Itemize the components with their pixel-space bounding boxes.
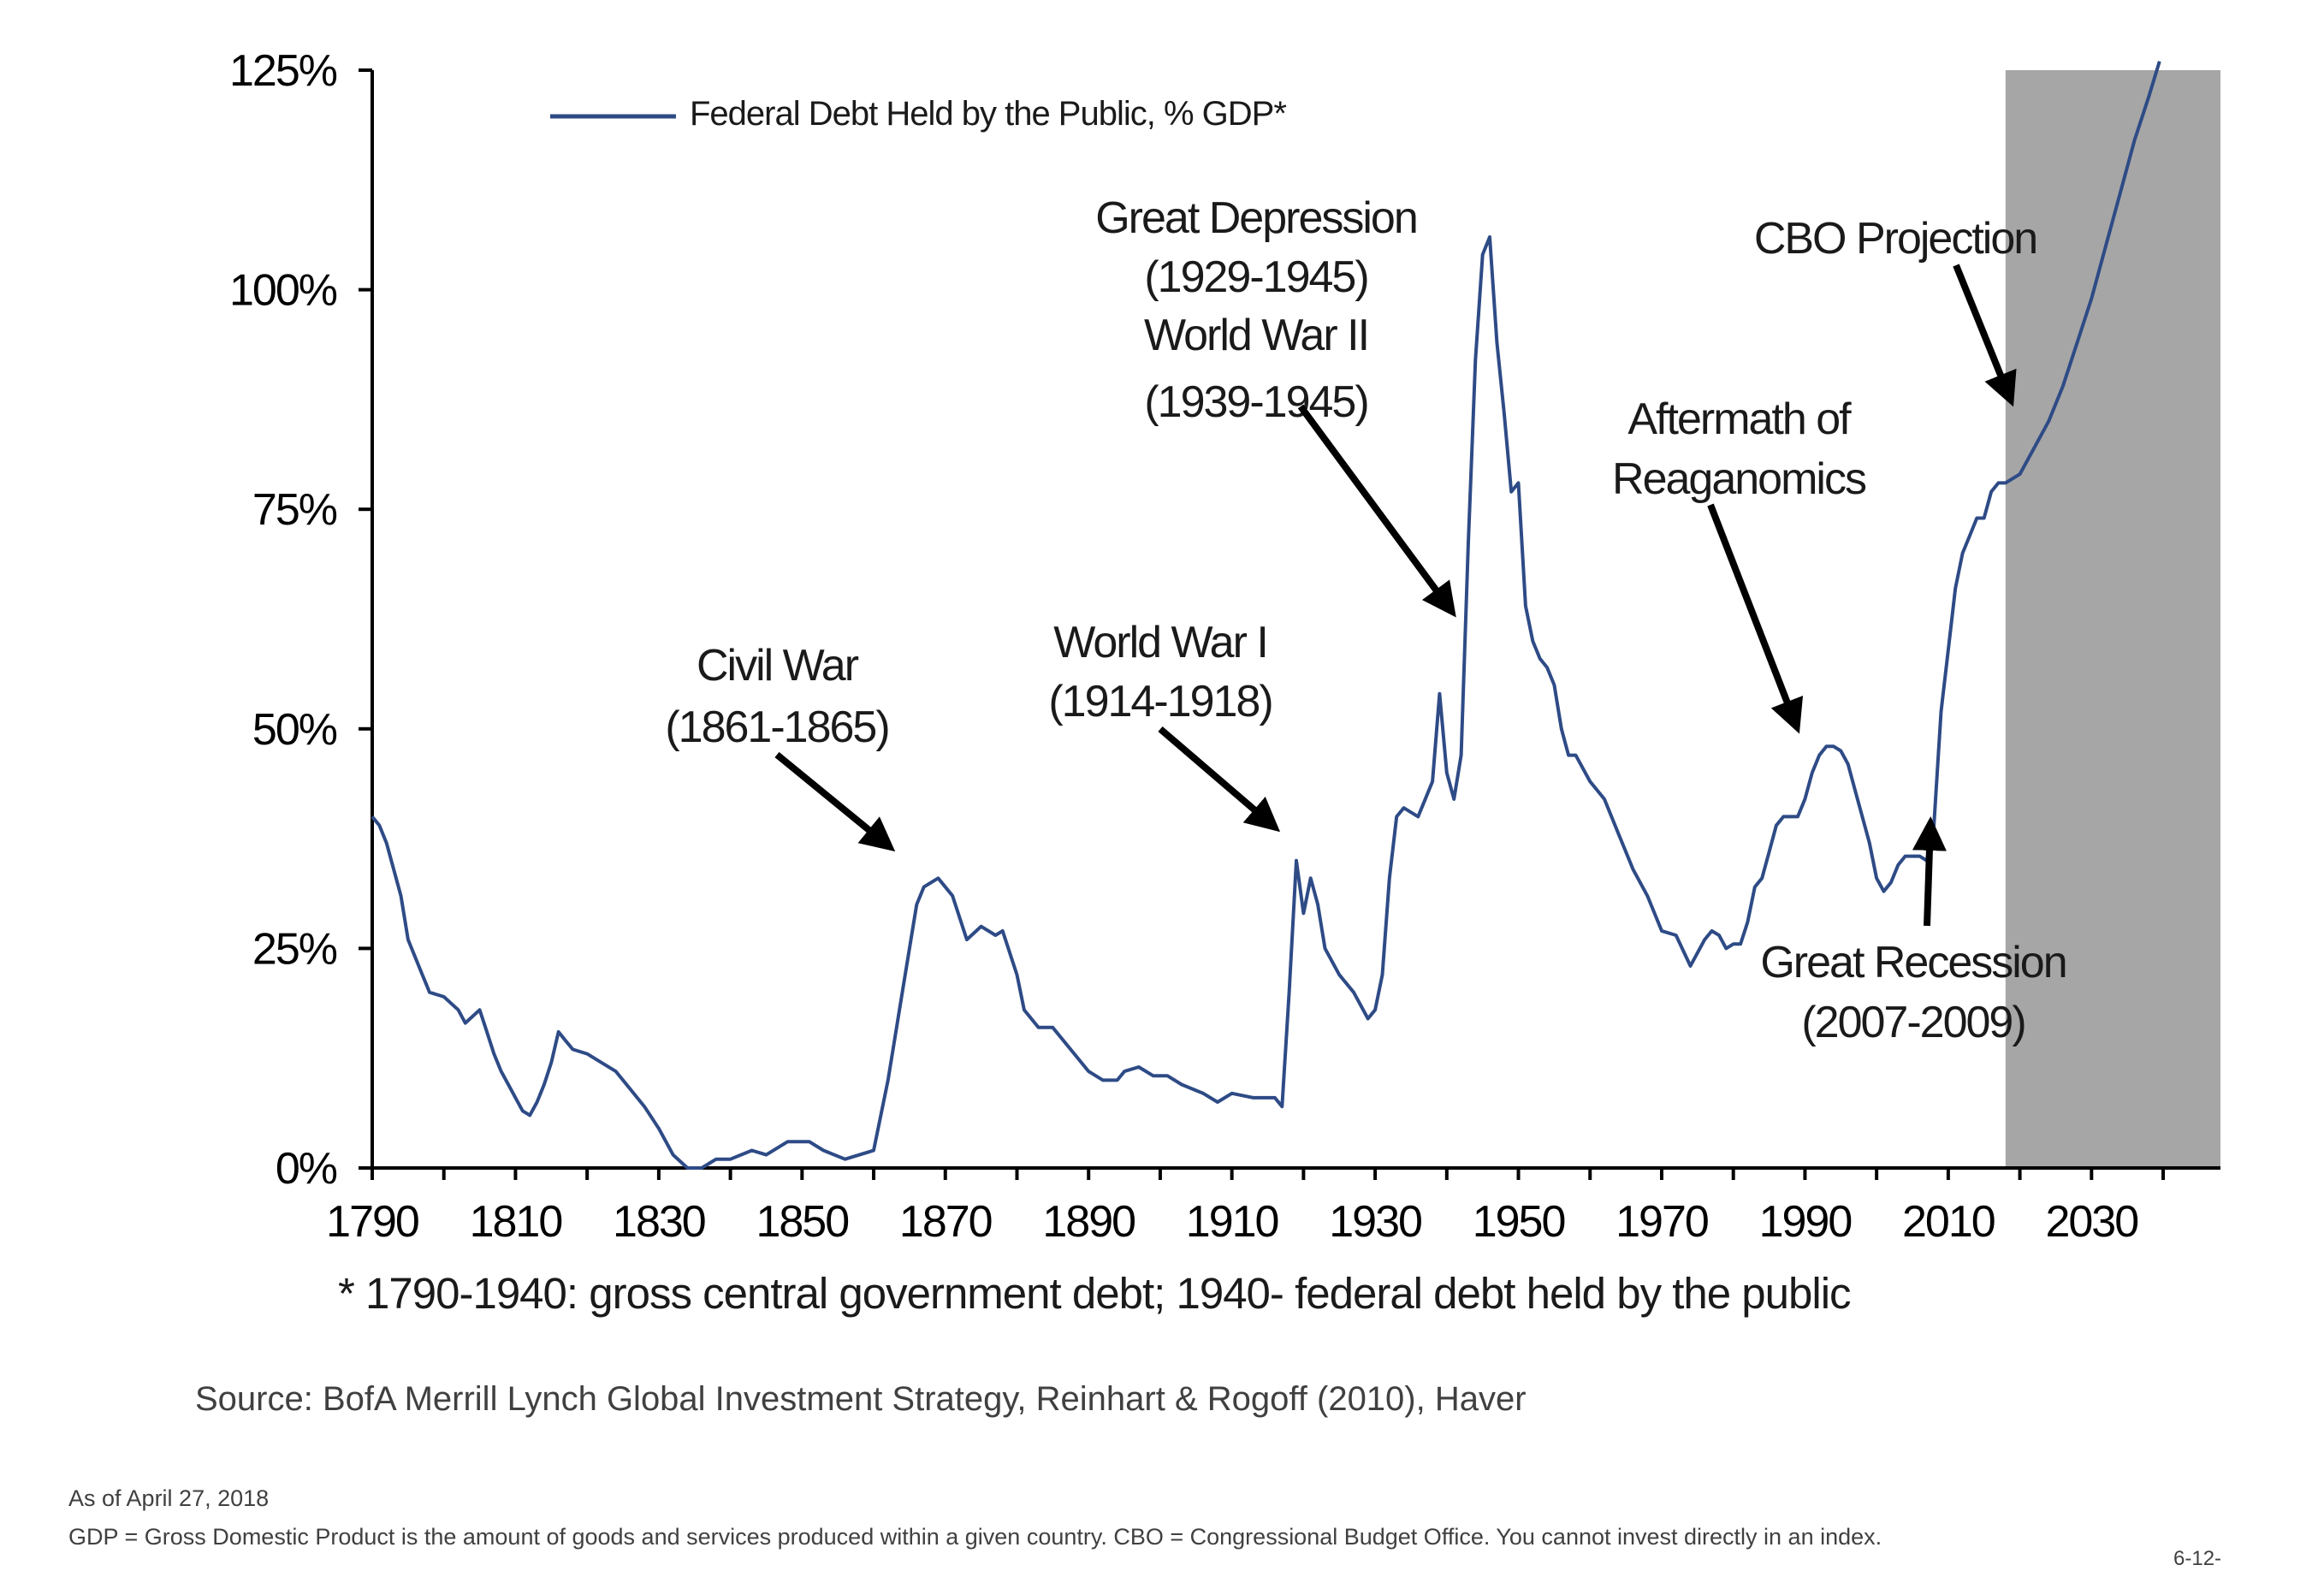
annotation-world-war-1-line-1: World War I xyxy=(1053,618,1267,667)
x-tick-label: 1950 xyxy=(1473,1197,1565,1247)
chart-footnote: * 1790-1940: gross central government de… xyxy=(338,1269,1852,1318)
annotation-civil-war: Civil War (1861-1865) xyxy=(665,641,890,752)
civil-war-arrow xyxy=(774,751,896,852)
as-of-date: As of April 27, 2018 xyxy=(68,1485,270,1511)
world-war-1-arrow xyxy=(1158,726,1281,833)
cbo-projection-arrow xyxy=(1953,264,2017,407)
y-tick-label: 125% xyxy=(229,46,337,96)
legend: Federal Debt Held by the Public, % GDP* xyxy=(550,95,1287,133)
x-tick-label: 1810 xyxy=(470,1197,562,1247)
gdp-definition-note: GDP = Gross Domestic Product is the amou… xyxy=(68,1524,1882,1550)
cbo-projection-shaded-region xyxy=(2005,70,2220,1168)
annotation-world-war-1: World War I (1914-1918) xyxy=(1048,618,1273,726)
annotation-reaganomics: Aftermath of Reaganomics xyxy=(1612,394,1868,504)
y-tick-label: 100% xyxy=(229,266,337,316)
annotation-cbo-projection-line-1: CBO Projection xyxy=(1754,214,2036,264)
annotation-great-recession: Great Recession (2007-2009) xyxy=(1760,938,2067,1047)
great-recession-arrow xyxy=(1912,816,1947,927)
annotation-great-depression-line-3: World War II xyxy=(1144,311,1368,360)
legend-label: Federal Debt Held by the Public, % GDP* xyxy=(690,95,1286,133)
x-tick-label: 1850 xyxy=(756,1197,848,1247)
x-tick-label: 1970 xyxy=(1616,1197,1708,1247)
annotation-great-recession-line-1: Great Recession xyxy=(1760,938,2066,987)
source-note: Source: BofA Merrill Lynch Global Invest… xyxy=(195,1380,1527,1418)
annotation-civil-war-line-2: (1861-1865) xyxy=(665,703,888,752)
x-tick-label: 2010 xyxy=(1902,1197,1995,1247)
annotation-great-depression-ww2: Great Depression (1929-1945) World War I… xyxy=(1095,193,1419,427)
y-tick-label: 25% xyxy=(252,924,337,974)
y-tick-label: 50% xyxy=(252,705,337,755)
x-tick-label: 1990 xyxy=(1759,1197,1852,1247)
annotation-great-depression-line-2: (1929-1945) xyxy=(1144,252,1367,302)
annotation-reaganomics-line-2: Reaganomics xyxy=(1612,454,1866,504)
annotation-great-depression-line-1: Great Depression xyxy=(1095,193,1417,243)
x-tick-label: 1930 xyxy=(1329,1197,1421,1247)
x-axis-ticks: 1790 1810 1830 1850 1870 1890 1910 1930 1950 1970… xyxy=(326,1168,2166,1247)
annotation-reaganomics-line-1: Aftermath of xyxy=(1627,394,1852,444)
page-number: 6-12- xyxy=(2173,1547,2222,1570)
x-tick-label: 1910 xyxy=(1186,1197,1278,1247)
annotation-cbo-projection: CBO Projection xyxy=(1754,214,2038,264)
x-tick-label: 1790 xyxy=(326,1197,418,1247)
x-tick-label: 1870 xyxy=(899,1197,992,1247)
annotation-civil-war-line-1: Civil War xyxy=(697,641,859,691)
y-axis-ticks: 0% 25% 50% 75% 100% 125% xyxy=(229,46,372,1194)
y-tick-label: 75% xyxy=(252,485,337,535)
y-tick-label: 0% xyxy=(276,1144,337,1194)
x-tick-label: 1830 xyxy=(613,1197,705,1247)
x-tick-label: 1890 xyxy=(1042,1197,1135,1247)
x-tick-label: 2030 xyxy=(2045,1197,2137,1247)
reaganomics-arrow xyxy=(1707,503,1804,734)
annotation-world-war-1-line-2: (1914-1918) xyxy=(1048,677,1272,726)
debt-series-line xyxy=(371,61,2161,1170)
annotation-great-depression-line-4: (1939-1945) xyxy=(1144,377,1367,427)
annotation-great-recession-line-2: (2007-2009) xyxy=(1801,998,2025,1047)
great-depression-arrow xyxy=(1297,404,1456,618)
